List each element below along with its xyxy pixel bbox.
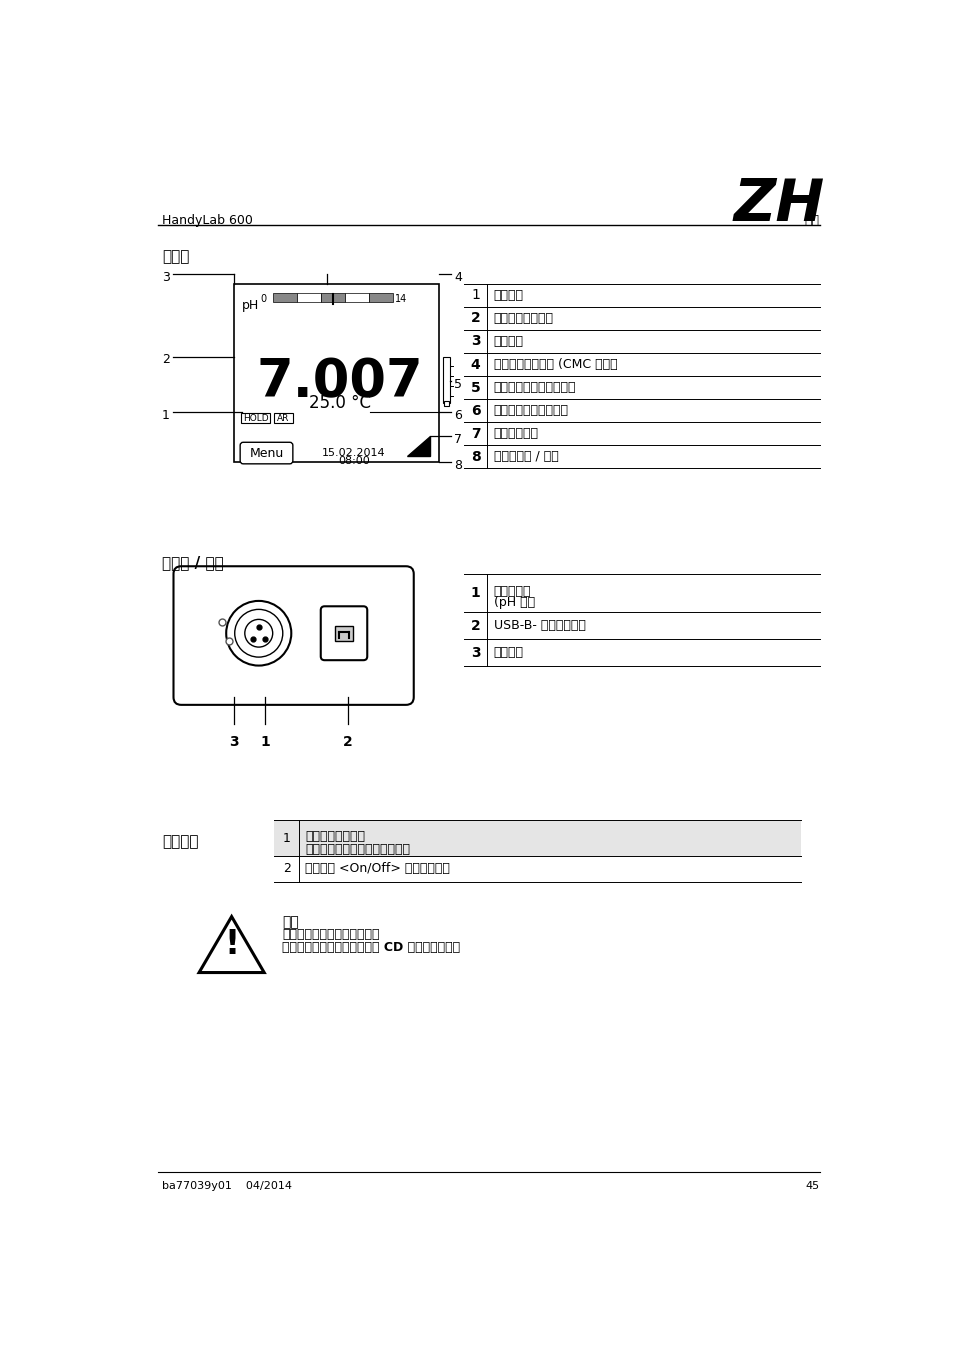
Text: 按下按键 <On/Off> 接通测量仪。: 按下按键 <On/Off> 接通测量仪。 [305,863,450,875]
Text: 14: 14 [395,294,407,304]
Text: 8: 8 [454,459,461,472]
Text: 状态信息: 状态信息 [493,289,523,301]
Bar [320,293,344,302]
Text: 15.02.2014: 15.02.2014 [322,448,385,458]
Text: 1: 1 [282,832,291,845]
Text: AR: AR [277,413,290,423]
Text: 45: 45 [805,1181,819,1191]
Text: 0: 0 [260,294,266,304]
Bar [443,401,449,406]
Text: 1: 1 [162,409,170,421]
Text: 4: 4 [454,271,461,284]
FancyBboxPatch shape [274,413,293,424]
Text: 其他状态信息: 其他状态信息 [493,428,538,440]
Text: pH: pH [241,300,258,312]
Text: 7: 7 [454,433,461,446]
Text: HOLD: HOLD [243,413,268,423]
Text: 8: 8 [471,450,480,464]
Text: 传感器图标（校准评估）: 传感器图标（校准评估） [493,381,576,394]
Bar [296,293,320,302]
Text: 25.0 °C: 25.0 °C [309,394,371,412]
Text: 2: 2 [162,354,170,366]
Text: 显示屏: 显示屏 [162,248,189,265]
FancyBboxPatch shape [173,566,414,705]
Text: 6: 6 [454,409,461,421]
Text: 3: 3 [471,645,480,660]
FancyBboxPatch shape [320,606,367,660]
Text: 连续的测量值控制 (CMC 功能）: 连续的测量值控制 (CMC 功能） [493,358,617,371]
Text: USB-B- 接口（装置）: USB-B- 接口（装置） [493,620,585,632]
Text: 7: 7 [471,427,480,441]
Text: 7.007: 7.007 [256,356,423,409]
FancyBboxPatch shape [241,413,270,424]
Text: 1: 1 [471,586,480,601]
Text: 08:00: 08:00 [338,456,370,466]
Text: 注意所用传感器的安全提示。: 注意所用传感器的安全提示。 [282,929,379,941]
Text: 温度测量值（含单位）: 温度测量值（含单位） [493,404,568,417]
Text: 1: 1 [471,288,479,302]
Text: 3: 3 [471,335,480,348]
Text: 中文: 中文 [804,215,819,227]
Text: 软键和日期 / 时间: 软键和日期 / 时间 [493,451,558,463]
Text: 同时注意蓄电池极性是否正确。: 同时注意蓄电池极性是否正确。 [305,842,410,856]
Text: 3: 3 [162,271,170,284]
Bar [443,356,450,404]
Text: 装入随附的电池。: 装入随附的电池。 [305,830,365,844]
Text: !: ! [224,927,239,961]
Text: Menu: Menu [249,447,283,459]
Bar [274,821,801,856]
Text: 首次使用: 首次使用 [162,834,198,849]
Text: 4: 4 [471,358,480,371]
Polygon shape [406,436,430,456]
Text: 插口区 / 接口: 插口区 / 接口 [162,555,223,570]
Text: 2: 2 [282,863,291,875]
Text: 1: 1 [260,734,270,749]
Text: 5: 5 [471,381,480,394]
Text: 测量值（含单位）: 测量值（含单位） [493,312,553,325]
Text: 2: 2 [471,312,480,325]
Bar [344,293,369,302]
Text: 传感器操作说明可以在随附的 CD 光盘中和找到。: 传感器操作说明可以在随附的 CD 光盘中和找到。 [282,941,459,954]
Bar [335,625,353,641]
FancyBboxPatch shape [240,443,293,464]
Text: 2: 2 [343,734,353,749]
Text: 5: 5 [454,378,461,392]
Text: 小心: 小心 [282,915,298,929]
Text: 2: 2 [471,618,480,633]
Bar [273,293,296,302]
Text: 保养接口: 保养接口 [493,647,523,659]
Text: (pH 值）: (pH 值） [493,595,534,609]
Text: 3: 3 [229,734,238,749]
Text: ba77039y01    04/2014: ba77039y01 04/2014 [162,1181,292,1191]
Text: HandyLab 600: HandyLab 600 [162,215,253,227]
Text: 数字传感器: 数字传感器 [493,585,531,598]
Text: ZH: ZH [733,176,823,232]
Bar [369,293,393,302]
Bar [233,284,439,462]
Polygon shape [199,917,264,972]
Text: 6: 6 [471,404,480,417]
Text: 测量参数: 测量参数 [493,335,523,348]
